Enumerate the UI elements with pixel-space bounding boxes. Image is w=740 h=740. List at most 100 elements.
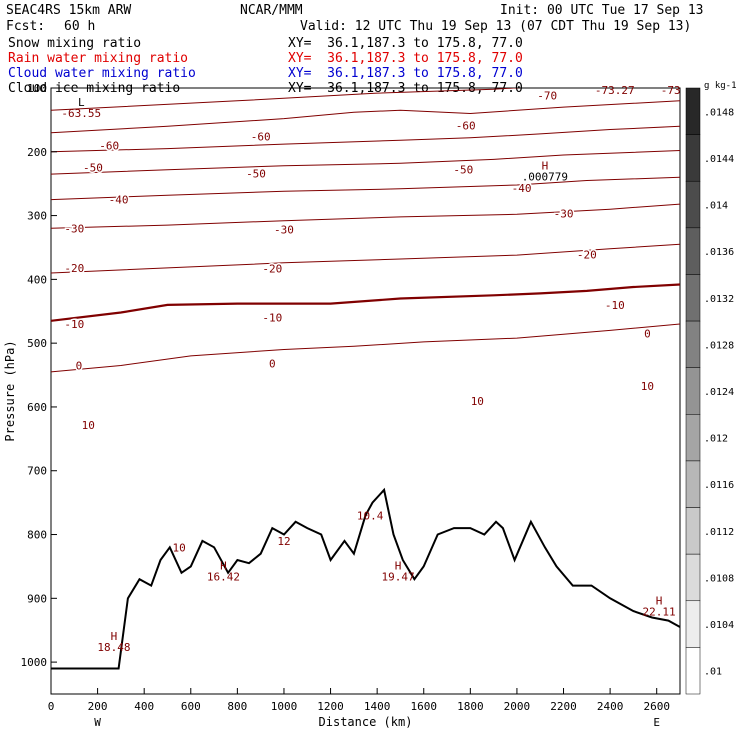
colorbar-label: .0124 xyxy=(704,387,734,398)
colorbar-label: .0128 xyxy=(704,340,734,351)
model-title: SEAC4RS 15km ARW xyxy=(6,3,132,18)
contour-label: 0 xyxy=(269,358,276,371)
isotherm--40 xyxy=(51,150,680,175)
contour-label: 10.4 xyxy=(357,509,384,522)
extremum-marker: H xyxy=(656,595,663,608)
contour-label: -73 xyxy=(661,84,681,97)
isotherm--60 xyxy=(51,100,680,134)
colorbar-label: .0108 xyxy=(704,573,734,584)
colorbar-label: .01 xyxy=(704,667,722,678)
field-rain-xy: XY= 36.1,187.3 to 175.8, 77.0 xyxy=(288,51,523,66)
extremum-value: 18.48 xyxy=(97,641,130,654)
x-tick-label: 1800 xyxy=(457,700,484,713)
x-tick-label: 200 xyxy=(88,700,108,713)
x-tick-label: 1400 xyxy=(364,700,391,713)
contour-label: -60 xyxy=(456,120,476,133)
x-tick-label: 0 xyxy=(48,700,55,713)
colorbar-cell xyxy=(685,367,701,415)
contour-label: -20 xyxy=(262,263,282,276)
contour-label: 10 xyxy=(641,380,654,393)
terrain-line xyxy=(51,487,680,670)
colorbar-label: .0132 xyxy=(704,294,734,305)
extremum-marker: H xyxy=(111,630,118,643)
contour-label: -60 xyxy=(99,139,119,152)
x-tick-label: 2400 xyxy=(597,700,624,713)
contour-label: 0 xyxy=(76,359,83,372)
east-label: E xyxy=(653,716,660,729)
y-axis-title: Pressure (hPa) xyxy=(3,340,17,441)
x-tick-label: 400 xyxy=(134,700,154,713)
contours-group xyxy=(51,88,680,670)
contour-label: -10 xyxy=(605,299,625,312)
contour-label: -70 xyxy=(537,90,557,103)
contour-label: -40 xyxy=(512,182,532,195)
colorbar-cell xyxy=(685,507,701,555)
x-tick-label: 1000 xyxy=(271,700,298,713)
extremum-marker: H xyxy=(542,160,549,173)
plot-frame xyxy=(50,87,681,695)
colorbar-unit: g kg-1 xyxy=(704,81,737,91)
x-tick-label: 1600 xyxy=(410,700,437,713)
contour-label: -60 xyxy=(251,130,271,143)
contour-label: 10 xyxy=(173,541,186,554)
colorbar-label: .014 xyxy=(704,201,728,212)
isotherm-10 xyxy=(51,323,680,373)
field-snow-name: Snow mixing ratio xyxy=(8,36,142,51)
org-label: NCAR/MMM xyxy=(240,3,303,18)
colorbar-cell xyxy=(685,180,701,229)
contour-label: 10 xyxy=(82,419,95,432)
contour-label: 12 xyxy=(277,535,290,548)
field-snow-xy: XY= 36.1,187.3 to 175.8, 77.0 xyxy=(288,36,523,51)
y-tick-label: 800 xyxy=(27,529,47,542)
contour-label: 0 xyxy=(644,328,651,341)
colorbar-cell xyxy=(685,274,701,322)
colorbar-cell xyxy=(685,414,701,462)
x-tick-label: 600 xyxy=(181,700,201,713)
colorbar-label: .0136 xyxy=(704,247,734,258)
field-cloudwater-xy: XY= 36.1,187.3 to 175.8, 77.0 xyxy=(288,66,523,81)
x-tick-label: 2600 xyxy=(643,700,670,713)
isotherm--20 xyxy=(51,203,680,229)
colorbar-cell xyxy=(685,600,701,648)
y-tick-label: 1000 xyxy=(21,656,48,669)
colorbar-label: .0104 xyxy=(704,620,734,631)
field-cloudwater-name: Cloud water mixing ratio xyxy=(8,66,196,81)
y-tick-label: 600 xyxy=(27,401,47,414)
extremum-value: 19.47 xyxy=(382,571,415,584)
contour-label: -10 xyxy=(262,312,282,325)
contour-label: -20 xyxy=(577,248,597,261)
y-tick-label: 200 xyxy=(27,146,47,159)
extremum-marker: L xyxy=(78,96,85,109)
contour-label: -73.27 xyxy=(595,84,635,97)
isotherm--30 xyxy=(51,176,680,201)
extremum-marker: H xyxy=(395,560,402,573)
isotherm-0 xyxy=(51,283,680,322)
extremum-value: .000779 xyxy=(522,171,568,184)
extremum-value: -63.55 xyxy=(61,107,101,120)
isotherm--10 xyxy=(51,243,680,274)
colorbar-label: .012 xyxy=(704,434,728,445)
y-tick-label: 300 xyxy=(27,210,47,223)
forecast-hour: 60 h xyxy=(64,19,96,34)
field-rain-name: Rain water mixing ratio xyxy=(8,51,189,66)
colorbar-cell xyxy=(685,227,701,275)
colorbar-label: .0116 xyxy=(704,480,734,491)
contour-label: -30 xyxy=(274,224,294,237)
y-tick-label: 400 xyxy=(27,273,47,286)
contour-label: -10 xyxy=(64,318,84,331)
colorbar-cell xyxy=(685,134,701,182)
forecast-label: Fcst: xyxy=(6,19,46,34)
extremum-value: 16.42 xyxy=(207,571,240,584)
colorbar-cell xyxy=(685,320,701,368)
y-tick-label: 100 xyxy=(27,82,47,95)
colorbar-cell xyxy=(685,460,701,508)
contour-label: -20 xyxy=(64,262,84,275)
colorbar-cell xyxy=(685,87,701,135)
x-tick-label: 800 xyxy=(227,700,247,713)
contour-label: -50 xyxy=(453,164,473,177)
contour-label: -50 xyxy=(246,167,266,180)
x-tick-label: 1200 xyxy=(317,700,344,713)
x-axis-title: Distance (km) xyxy=(319,715,413,729)
extremum-value: 22.11 xyxy=(642,606,675,619)
isotherm--70 xyxy=(51,88,522,111)
